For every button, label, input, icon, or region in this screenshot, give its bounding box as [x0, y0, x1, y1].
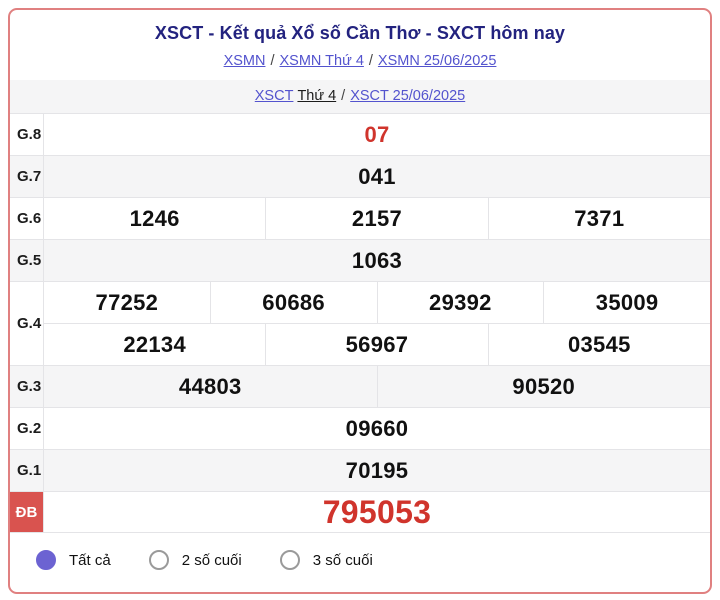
prize-value: 7371: [574, 205, 625, 231]
prize-label: G.3: [10, 366, 44, 407]
prize-label: G.4: [10, 282, 44, 365]
prize-values: 1063: [44, 240, 710, 281]
subnav-link-xsct-date[interactable]: XSCT 25/06/2025: [350, 88, 466, 104]
prize-values: 09660: [44, 408, 710, 449]
subnav-separator: /: [341, 88, 346, 104]
filter-option-1[interactable]: 2 số cuối: [148, 550, 242, 570]
prize-label: G.7: [10, 156, 44, 197]
prize-value: 29392: [378, 282, 545, 323]
lottery-results-card: XSCT - Kết quả Xổ số Cần Thơ - SXCT hôm …: [8, 8, 712, 594]
prize-value: 77252: [44, 282, 211, 323]
prize-row-g1: G.1 70195: [10, 450, 710, 492]
prize-row-đb: ĐB 795053: [10, 492, 710, 533]
page-title: XSCT - Kết quả Xổ số Cần Thơ - SXCT hôm …: [154, 23, 566, 43]
prize-value: 70195: [345, 457, 409, 483]
prize-value: 1063: [351, 247, 403, 273]
radio-selected-icon[interactable]: [36, 550, 56, 570]
prize-value: 1246: [44, 198, 267, 239]
prize-values: 1246 2157 7371: [44, 198, 710, 239]
breadcrumb-link-xsmn-date[interactable]: XSMN 25/06/2025: [377, 53, 497, 69]
filter-option-0[interactable]: Tất cả: [36, 550, 111, 570]
prize-value: 90520: [512, 373, 576, 399]
card-header: XSCT - Kết quả Xổ số Cần Thơ - SXCT hôm …: [10, 10, 710, 69]
sub-breadcrumb: XSCT Thứ 4/XSCT 25/06/2025: [10, 80, 710, 113]
prize-value: 44803: [44, 366, 378, 407]
prize-row-g4: G.4 77252 60686 29392 35009 22134 56967 03545: [10, 282, 710, 366]
prize-label: G.2: [10, 408, 44, 449]
prize-value-line: 09660: [44, 408, 710, 449]
prize-value: 03545: [567, 331, 631, 357]
prize-row-g3: G.3 44803 90520: [10, 366, 710, 408]
prize-value: 60686: [211, 282, 378, 323]
filter-option-2[interactable]: 3 số cuối: [279, 550, 373, 570]
prize-value-line: 041: [44, 156, 710, 197]
prize-value-line: 795053: [44, 492, 710, 532]
prize-value-line: 22134 56967 03545: [44, 324, 710, 365]
prize-label: ĐB: [10, 492, 44, 532]
prize-label: G.5: [10, 240, 44, 281]
filter-option-label: Tất cả: [69, 551, 111, 569]
prize-value: 041: [358, 163, 396, 189]
breadcrumb-link-xsmn[interactable]: XSMN: [223, 53, 266, 69]
prize-value-line: 70195: [44, 450, 710, 491]
filter-option-label: 3 số cuối: [312, 551, 373, 569]
prize-values: 041: [44, 156, 710, 197]
filter-option-label: 2 số cuối: [181, 551, 242, 569]
prize-label: G.8: [10, 114, 44, 155]
radio-unselected-icon[interactable]: [279, 550, 300, 570]
prize-value: 09660: [345, 415, 409, 441]
prize-value-line: 1063: [44, 240, 710, 281]
prize-values: 44803 90520: [44, 366, 710, 407]
prize-values: 77252 60686 29392 35009 22134 56967 03545: [44, 282, 710, 365]
prize-value: 56967: [266, 324, 489, 365]
radio-unselected-icon[interactable]: [148, 550, 169, 570]
prize-value: 2157: [266, 198, 489, 239]
prize-value: 22134: [44, 324, 267, 365]
breadcrumb-separator: /: [368, 53, 373, 69]
prize-row-g2: G.2 09660: [10, 408, 710, 450]
breadcrumb-link-xsmn-thu4[interactable]: XSMN Thứ 4: [279, 53, 364, 69]
prize-label: G.1: [10, 450, 44, 491]
breadcrumb-separator: /: [270, 53, 275, 69]
breadcrumb: XSMN / XSMN Thứ 4/XSMN 25/06/2025: [10, 53, 710, 69]
prize-value-line: 1246 2157 7371: [44, 198, 710, 239]
prize-label: G.6: [10, 198, 44, 239]
prize-value-line: 44803 90520: [44, 366, 710, 407]
prize-values: 70195: [44, 450, 710, 491]
prize-row-g5: G.5 1063: [10, 240, 710, 282]
prize-values: 07: [44, 114, 710, 155]
prize-value: 07: [364, 121, 390, 147]
prize-value-line: 07: [44, 114, 710, 155]
results-table: G.8 07 G.7 041 G.6 1246 2157 7371 G.5 1063 G.4 7725…: [10, 113, 710, 533]
subnav-link-xsct[interactable]: XSCT: [254, 88, 294, 104]
prize-row-g6: G.6 1246 2157 7371: [10, 198, 710, 240]
prize-values: 795053: [44, 492, 710, 532]
filter-bar: Tất cả 2 số cuối 3 số cuối: [10, 533, 710, 587]
prize-row-g8: G.8 07: [10, 114, 710, 156]
prize-row-g7: G.7 041: [10, 156, 710, 198]
subnav-weekday: Thứ 4: [297, 88, 337, 104]
prize-value-line: 77252 60686 29392 35009: [44, 282, 710, 324]
prize-value: 795053: [322, 493, 432, 530]
prize-value: 35009: [595, 289, 659, 315]
